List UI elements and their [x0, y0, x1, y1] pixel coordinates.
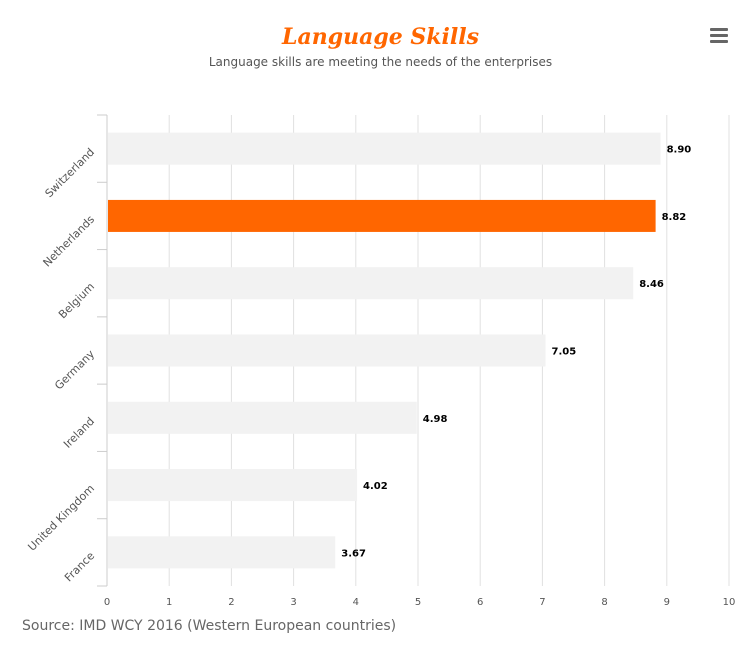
- x-tick-label: 0: [104, 597, 110, 608]
- bar-netherlands: [108, 199, 656, 232]
- bar-ireland: [108, 401, 417, 434]
- chart-subtitle: Language skills are meeting the needs of…: [208, 55, 553, 69]
- bar-united-kingdom: [108, 469, 358, 502]
- bars: [108, 132, 661, 569]
- x-tick-label: 1: [166, 597, 172, 608]
- category-label: Netherlands: [41, 213, 98, 270]
- chart-title: Language Skills: [282, 24, 479, 50]
- x-tick-label: 8: [601, 597, 607, 608]
- x-tick-label: 9: [664, 597, 670, 608]
- data-label: 4.02: [363, 481, 388, 492]
- bar-switzerland: [108, 132, 661, 165]
- x-tick-label: 4: [353, 597, 359, 608]
- category-label: Germany: [52, 347, 97, 392]
- category-label: United Kingdom: [25, 482, 97, 554]
- axes: [97, 114, 108, 587]
- data-label: 8.82: [662, 212, 687, 223]
- category-label: Belgium: [56, 280, 97, 321]
- bar-france: [108, 536, 336, 569]
- category-label: France: [62, 549, 97, 584]
- data-label: 3.67: [341, 548, 366, 559]
- bar-chart: 0 1 2 3 4 5 6 7 8 9 10 8.90 Switzerland 8.82 Netherlan…: [25, 114, 736, 608]
- x-tick-label: 5: [415, 597, 421, 608]
- x-tick-label: 7: [539, 597, 545, 608]
- x-tick-label: 2: [228, 597, 234, 608]
- category-label: Ireland: [61, 415, 97, 451]
- bar-germany: [108, 334, 546, 367]
- category-label: Switzerland: [43, 146, 98, 201]
- x-tick-label: 6: [477, 597, 483, 608]
- source-note: Source: IMD WCY 2016 (Western European c…: [22, 618, 397, 634]
- data-label: 4.98: [423, 414, 448, 425]
- hamburger-menu-icon[interactable]: [710, 28, 728, 44]
- data-label: 8.46: [639, 279, 664, 290]
- bar-belgium: [108, 267, 634, 300]
- data-label: 8.90: [667, 145, 692, 156]
- x-tick-label: 3: [290, 597, 296, 608]
- data-label: 7.05: [552, 347, 577, 358]
- x-tick-label: 10: [723, 597, 736, 608]
